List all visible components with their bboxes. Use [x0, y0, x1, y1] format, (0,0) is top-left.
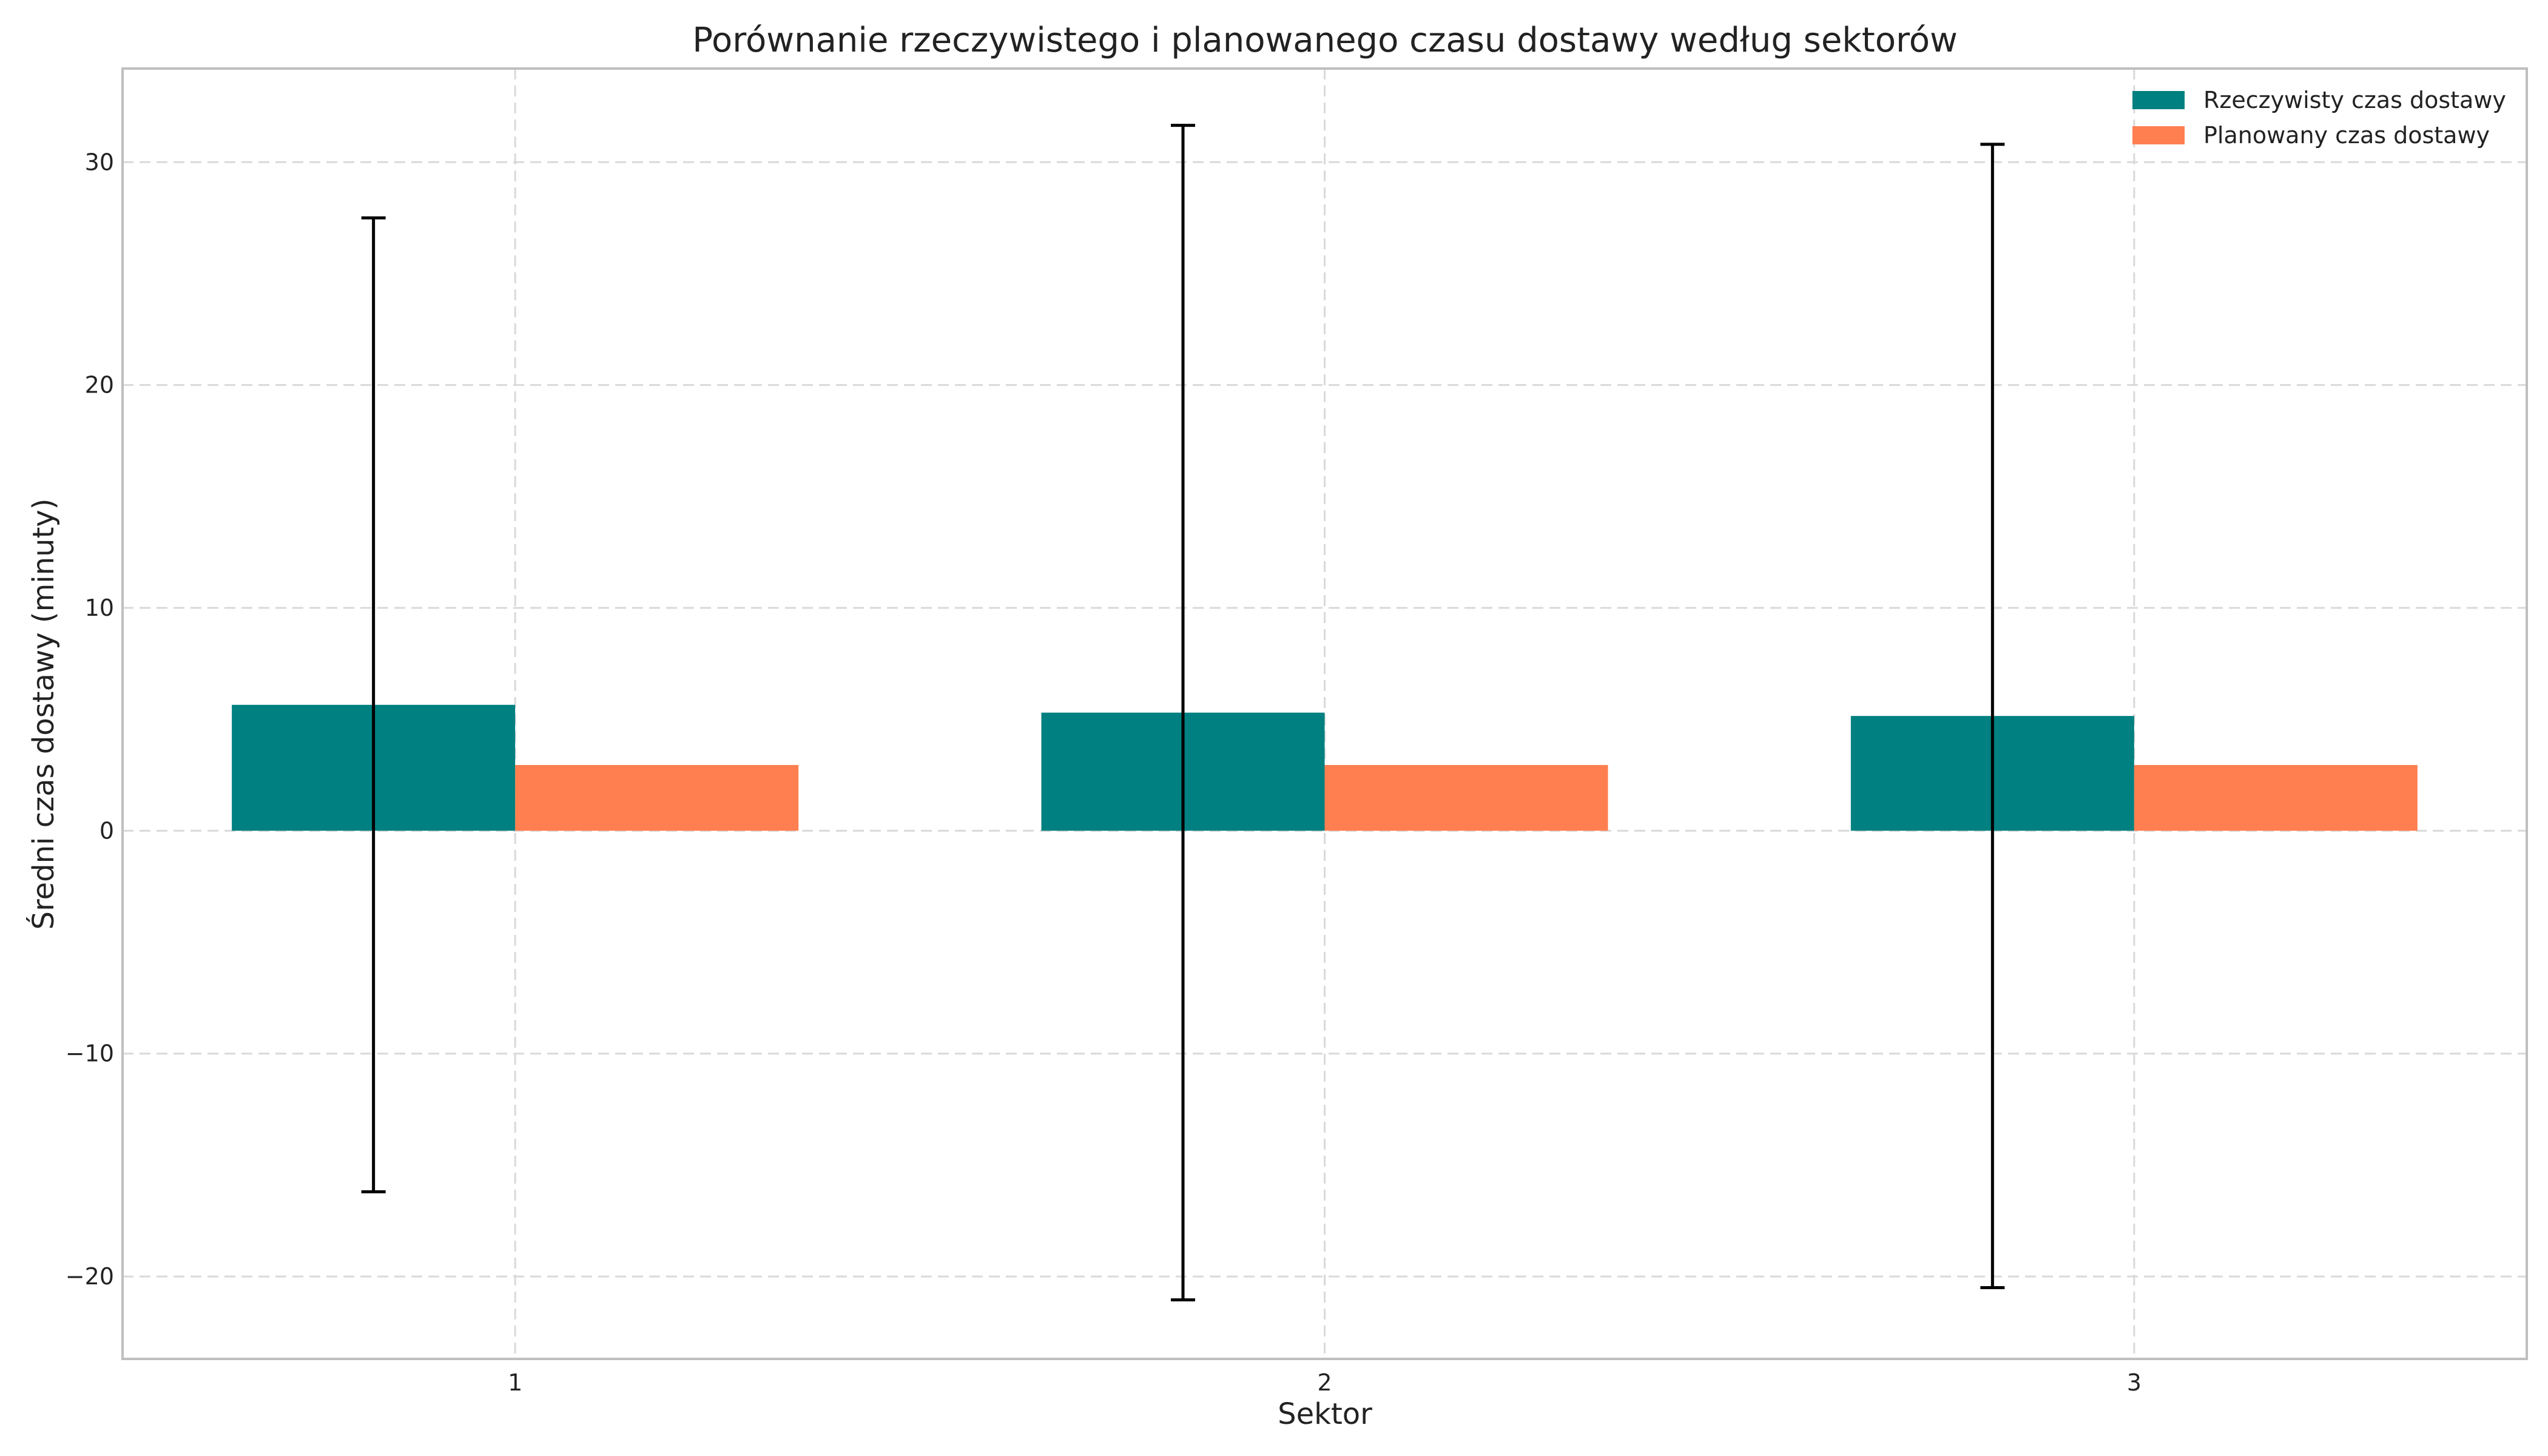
legend-swatch — [2132, 91, 2185, 109]
x-tick-label: 2 — [1317, 1369, 1332, 1396]
chart-title: Porównanie rzeczywistego i planowanego c… — [692, 21, 1958, 60]
y-tick-label: 20 — [85, 372, 114, 399]
legend: Rzeczywisty czas dostawy Planowany czas d… — [2132, 87, 2506, 149]
bar-series-2-sector-3 — [2134, 764, 2418, 831]
legend-label: Rzeczywisty czas dostawy — [2203, 87, 2506, 113]
bar-series-2-sector-2 — [1324, 764, 1608, 831]
x-axis: 1 2 3 — [508, 1369, 2142, 1396]
legend-label: Planowany czas dostawy — [2203, 122, 2490, 149]
bar-series-2-sector-1 — [515, 764, 799, 831]
error-bar-sector-1 — [361, 216, 386, 1193]
error-bars — [361, 124, 2005, 1302]
plot-frame — [121, 67, 2528, 1360]
y-tick-label: −20 — [66, 1263, 114, 1290]
y-tick-label: 30 — [85, 149, 114, 175]
y-tick-label: −10 — [66, 1040, 114, 1067]
legend-swatch — [2132, 126, 2185, 144]
y-axis-label: Średni czas dostawy (minuty) — [26, 498, 61, 929]
x-tick-label: 3 — [2127, 1369, 2142, 1396]
x-tick-label: 1 — [508, 1369, 522, 1396]
y-tick-label: 0 — [99, 817, 114, 844]
error-bar-sector-3 — [1980, 143, 2005, 1289]
x-axis-label: Sektor — [1278, 1397, 1372, 1431]
error-bar-sector-2 — [1170, 124, 1195, 1302]
y-tick-label: 10 — [85, 595, 114, 621]
y-axis: −20 −10 0 10 20 30 — [66, 149, 114, 1290]
